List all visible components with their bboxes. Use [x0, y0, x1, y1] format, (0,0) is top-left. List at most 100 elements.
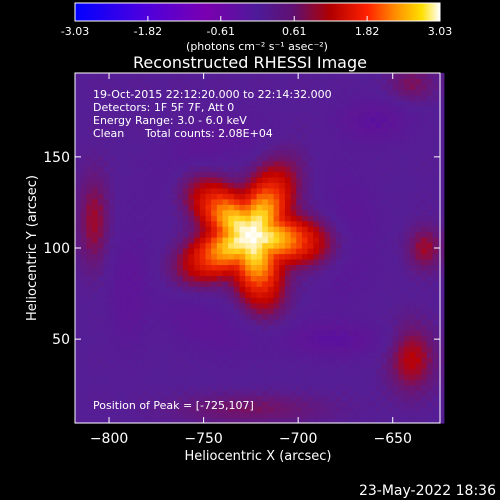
- heatmap-cell: [324, 209, 331, 216]
- heatmap-cell: [154, 138, 161, 145]
- heatmap-cell: [358, 100, 365, 107]
- heatmap-cell: [284, 176, 292, 183]
- heatmap-cell: [154, 275, 161, 282]
- heatmap-cell: [199, 297, 207, 304]
- heatmap-cell: [398, 275, 405, 282]
- heatmap-cell: [188, 253, 195, 260]
- heatmap-cell: [131, 308, 139, 315]
- heatmap-cell: [75, 330, 82, 337]
- heatmap-cell: [307, 346, 314, 353]
- heatmap-cell: [415, 100, 422, 107]
- heatmap-cell: [398, 215, 405, 222]
- heatmap-cell: [421, 258, 428, 266]
- heatmap-cell: [296, 242, 303, 249]
- heatmap-cell: [279, 204, 286, 211]
- heatmap-cell: [364, 357, 371, 364]
- heatmap-cell: [205, 406, 212, 413]
- heatmap-cell: [250, 275, 258, 282]
- heatmap-cell: [358, 226, 365, 233]
- heatmap-cell: [375, 171, 382, 178]
- heatmap-cell: [126, 302, 133, 309]
- heatmap-cell: [126, 215, 133, 222]
- heatmap-cell: [301, 176, 309, 183]
- heatmap-cell: [80, 319, 87, 326]
- heatmap-cell: [109, 78, 116, 85]
- heatmap-cell: [194, 94, 201, 101]
- heatmap-cell: [375, 406, 382, 413]
- heatmap-cell: [273, 379, 280, 386]
- heatmap-cell: [222, 231, 229, 238]
- heatmap-cell: [381, 133, 388, 140]
- heatmap-cell: [438, 324, 445, 331]
- heatmap-cell: [239, 144, 246, 151]
- heatmap-cell: [120, 193, 127, 200]
- heatmap-cell: [341, 116, 348, 123]
- heatmap-cell: [426, 149, 434, 156]
- heatmap-cell: [256, 319, 263, 326]
- heatmap-cell: [228, 127, 235, 134]
- heatmap-cell: [245, 351, 252, 358]
- heatmap-cell: [284, 111, 292, 118]
- heatmap-cell: [80, 193, 87, 200]
- heatmap-cell: [160, 89, 167, 96]
- heatmap-cell: [131, 160, 139, 167]
- heatmap-cell: [296, 351, 303, 358]
- heatmap-cell: [432, 127, 439, 134]
- heatmap-cell: [75, 357, 82, 364]
- heatmap-cell: [375, 275, 382, 282]
- heatmap-cell: [154, 395, 161, 402]
- heatmap-cell: [432, 264, 439, 271]
- heatmap-cell: [313, 111, 320, 118]
- heatmap-cell: [347, 297, 354, 304]
- heatmap-cell: [109, 187, 116, 194]
- heatmap-cell: [296, 335, 303, 342]
- heatmap-cell: [438, 264, 445, 271]
- heatmap-cell: [205, 100, 212, 107]
- heatmap-cell: [392, 198, 399, 205]
- heatmap-cell: [313, 275, 320, 282]
- y-tick-label: 150: [43, 150, 70, 166]
- heatmap-cell: [262, 165, 269, 173]
- heatmap-cell: [273, 324, 280, 331]
- heatmap-cell: [364, 253, 371, 260]
- heatmap-cell: [296, 308, 303, 315]
- heatmap-cell: [296, 127, 303, 134]
- heatmap-cell: [92, 138, 99, 145]
- heatmap-cell: [148, 111, 156, 118]
- heatmap-cell: [381, 78, 388, 85]
- heatmap-cell: [165, 176, 173, 183]
- heatmap-cell: [137, 351, 144, 358]
- heatmap-cell: [279, 198, 286, 205]
- heatmap-cell: [415, 351, 422, 358]
- heatmap-cell: [137, 193, 144, 200]
- heatmap-cell: [131, 275, 139, 282]
- heatmap-cell: [216, 182, 224, 189]
- heatmap-cell: [86, 160, 93, 167]
- heatmap-cell: [92, 116, 99, 123]
- heatmap-cell: [313, 319, 320, 326]
- heatmap-cell: [233, 78, 241, 85]
- heatmap-cell: [256, 100, 263, 107]
- heatmap-cell: [160, 138, 167, 145]
- heatmap-cell: [330, 198, 337, 205]
- heatmap-cell: [114, 127, 121, 134]
- heatmap-cell: [262, 275, 269, 282]
- heatmap-cell: [330, 286, 337, 293]
- heatmap-cell: [279, 362, 286, 369]
- heatmap-cell: [86, 280, 93, 287]
- heatmap-cell: [177, 291, 184, 298]
- heatmap-cell: [318, 226, 326, 233]
- heatmap-cell: [120, 89, 127, 96]
- heatmap-cell: [165, 198, 173, 205]
- heatmap-cell: [404, 138, 411, 145]
- heatmap-cell: [154, 248, 161, 255]
- heatmap-cell: [120, 149, 127, 156]
- heatmap-cell: [250, 401, 258, 408]
- heatmap-cell: [370, 275, 377, 282]
- heatmap-cell: [279, 269, 286, 276]
- heatmap-cell: [194, 100, 201, 107]
- heatmap-cell: [324, 390, 331, 397]
- heatmap-cell: [177, 412, 184, 419]
- heatmap-cell: [120, 308, 127, 315]
- heatmap-cell: [364, 78, 371, 85]
